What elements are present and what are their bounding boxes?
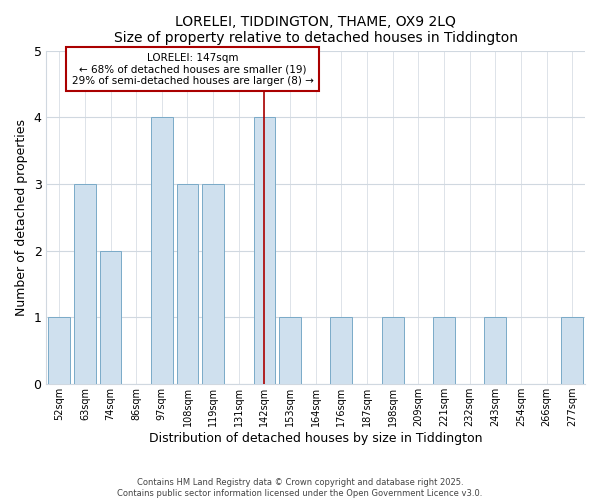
Bar [561, 318, 583, 384]
X-axis label: Distribution of detached houses by size in Tiddington: Distribution of detached houses by size … [149, 432, 482, 445]
Bar [100, 250, 121, 384]
Bar [254, 118, 275, 384]
Bar [202, 184, 224, 384]
Bar [151, 118, 173, 384]
Bar [176, 184, 199, 384]
Bar [279, 318, 301, 384]
Text: Contains HM Land Registry data © Crown copyright and database right 2025.
Contai: Contains HM Land Registry data © Crown c… [118, 478, 482, 498]
Bar [382, 318, 404, 384]
Bar [331, 318, 352, 384]
Title: LORELEI, TIDDINGTON, THAME, OX9 2LQ
Size of property relative to detached houses: LORELEI, TIDDINGTON, THAME, OX9 2LQ Size… [114, 15, 518, 45]
Bar [49, 318, 70, 384]
Bar [74, 184, 96, 384]
Bar [484, 318, 506, 384]
Y-axis label: Number of detached properties: Number of detached properties [15, 119, 28, 316]
Text: LORELEI: 147sqm
← 68% of detached houses are smaller (19)
29% of semi-detached h: LORELEI: 147sqm ← 68% of detached houses… [71, 52, 314, 86]
Bar [433, 318, 455, 384]
